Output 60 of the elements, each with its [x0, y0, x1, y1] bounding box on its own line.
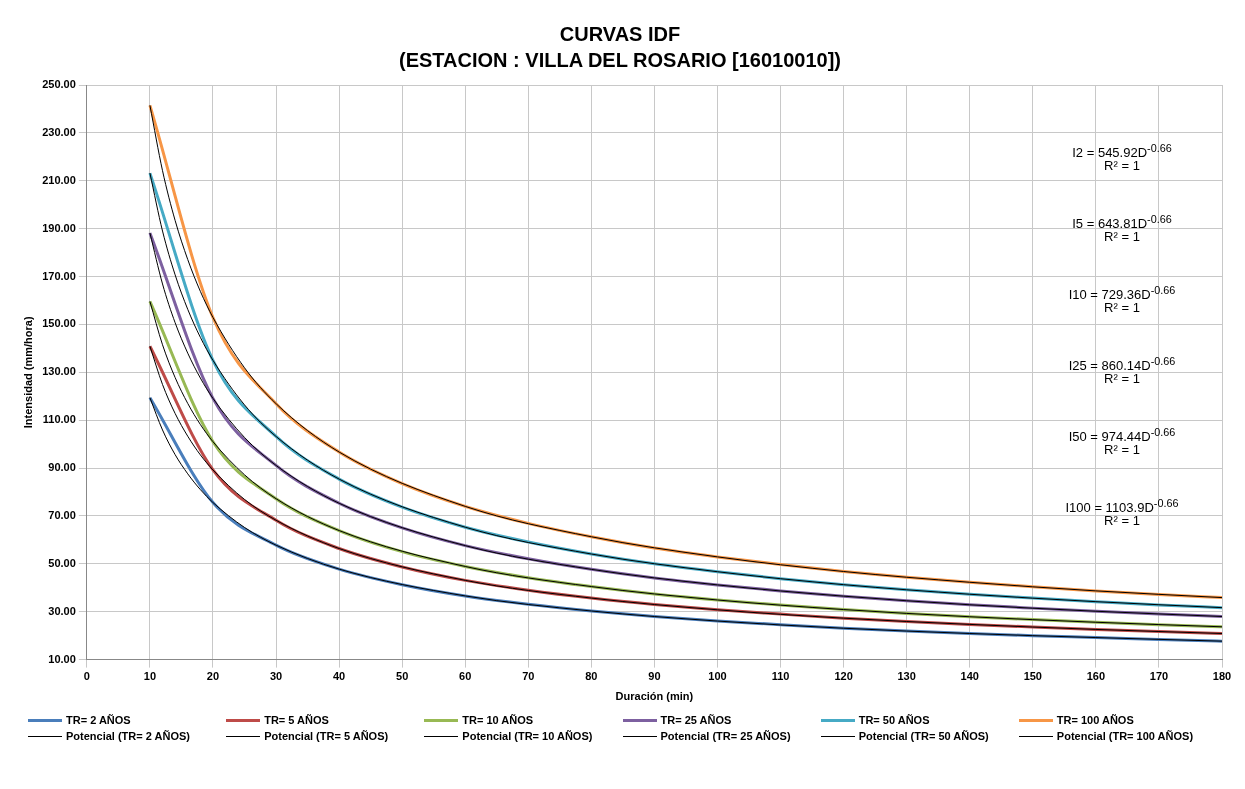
- x-tick-label: 60: [459, 670, 472, 683]
- legend-label: Potencial (TR= 100 AÑOS): [1056, 730, 1194, 742]
- annotation: R² = 1: [1103, 300, 1141, 316]
- y-tick-label: 130.00: [42, 365, 76, 378]
- x-tick-label: 0: [83, 670, 90, 683]
- legend-label: TR= 10 AÑOS: [462, 714, 534, 726]
- x-axis-title: Duración (min): [615, 690, 694, 703]
- y-tick-label: 150.00: [42, 317, 76, 330]
- x-tick-label: 100: [708, 670, 727, 683]
- y-tick-label: 70.00: [48, 508, 76, 521]
- x-tick-label: 140: [960, 670, 979, 683]
- x-tick-label: 40: [332, 670, 346, 683]
- y-tick-label: 110.00: [42, 413, 76, 426]
- legend-label: Potencial (TR= 10 AÑOS): [462, 730, 593, 742]
- legend-label: Potencial (TR= 25 AÑOS): [660, 730, 791, 742]
- x-tick-label: 150: [1023, 670, 1042, 683]
- x-tick-label: 120: [834, 670, 853, 683]
- y-tick-label: 30.00: [48, 604, 76, 617]
- x-tick-label: 20: [206, 670, 220, 683]
- x-tick-label: 70: [522, 670, 535, 683]
- y-axis-title: Intensidad (mm/hora): [21, 316, 34, 429]
- legend-label: Potencial (TR= 50 AÑOS): [858, 730, 989, 742]
- annotation: R² = 1: [1103, 442, 1141, 458]
- annotation: I2 = 545.92D$^{-0.66}$: [1071, 141, 1173, 161]
- annotation: I50 = 974.44D$^{-0.66}$: [1067, 425, 1177, 445]
- annotation: R² = 1: [1103, 229, 1141, 245]
- annotation: I100 = 1103.9D$^{-0.66}$: [1064, 496, 1180, 516]
- x-tick-label: 110: [771, 670, 790, 683]
- x-tick-label: 180: [1212, 670, 1232, 683]
- x-tick-label: 170: [1149, 670, 1169, 683]
- annotation: I25 = 860.14D$^{-0.66}$: [1067, 354, 1177, 374]
- y-tick-label: 230.00: [42, 125, 76, 138]
- annotation: R² = 1: [1103, 513, 1141, 529]
- x-tick-label: 130: [897, 670, 916, 683]
- legend-label: TR= 100 AÑOS: [1056, 714, 1134, 726]
- annotation: R² = 1: [1103, 158, 1141, 174]
- legend-label: TR= 50 AÑOS: [858, 714, 930, 726]
- chart-title: CURVAS IDF: [559, 22, 681, 45]
- legend-label: TR= 2 AÑOS: [66, 714, 131, 726]
- x-tick-label: 30: [269, 670, 283, 683]
- x-tick-label: 90: [648, 670, 661, 683]
- y-tick-label: 210.00: [42, 173, 76, 186]
- x-tick-label: 10: [143, 670, 157, 683]
- x-tick-label: 50: [396, 670, 409, 683]
- annotation: I5 = 643.81D$^{-0.66}$: [1071, 212, 1173, 232]
- y-tick-label: 170.00: [42, 269, 76, 282]
- y-tick-label: 190.00: [42, 221, 76, 234]
- annotation: R² = 1: [1103, 371, 1141, 387]
- y-tick-label: 90.00: [48, 461, 76, 474]
- legend-label: Potencial (TR= 5 AÑOS): [264, 730, 389, 742]
- legend-label: TR= 5 AÑOS: [264, 714, 329, 726]
- x-tick-label: 160: [1086, 670, 1106, 683]
- annotation: I10 = 729.36D$^{-0.66}$: [1067, 283, 1177, 303]
- y-tick-label: 250.00: [42, 78, 76, 91]
- y-tick-label: 10.00: [48, 652, 76, 665]
- x-tick-label: 80: [585, 670, 598, 683]
- y-tick-label: 50.00: [48, 556, 76, 569]
- legend-label: TR= 25 AÑOS: [660, 714, 732, 726]
- chart-subtitle: (ESTACION : VILLA DEL ROSARIO [16010010]): [399, 48, 841, 71]
- legend-label: Potencial (TR= 2 AÑOS): [66, 730, 190, 742]
